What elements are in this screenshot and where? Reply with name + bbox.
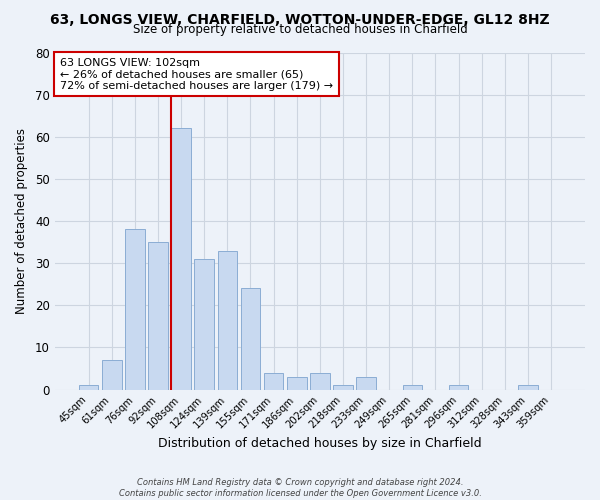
Bar — [125, 230, 145, 390]
Y-axis label: Number of detached properties: Number of detached properties — [15, 128, 28, 314]
Text: 63 LONGS VIEW: 102sqm
← 26% of detached houses are smaller (65)
72% of semi-deta: 63 LONGS VIEW: 102sqm ← 26% of detached … — [60, 58, 333, 91]
Bar — [79, 386, 98, 390]
Text: Contains HM Land Registry data © Crown copyright and database right 2024.
Contai: Contains HM Land Registry data © Crown c… — [119, 478, 481, 498]
Bar — [102, 360, 122, 390]
Bar — [333, 386, 353, 390]
Bar — [403, 386, 422, 390]
Bar — [356, 377, 376, 390]
Bar — [449, 386, 469, 390]
Text: Size of property relative to detached houses in Charfield: Size of property relative to detached ho… — [133, 22, 467, 36]
Bar — [241, 288, 260, 390]
Bar — [171, 128, 191, 390]
Bar — [148, 242, 168, 390]
Bar — [310, 372, 329, 390]
Bar — [264, 372, 283, 390]
Bar — [287, 377, 307, 390]
Bar — [218, 250, 237, 390]
X-axis label: Distribution of detached houses by size in Charfield: Distribution of detached houses by size … — [158, 437, 482, 450]
Bar — [518, 386, 538, 390]
Text: 63, LONGS VIEW, CHARFIELD, WOTTON-UNDER-EDGE, GL12 8HZ: 63, LONGS VIEW, CHARFIELD, WOTTON-UNDER-… — [50, 12, 550, 26]
Bar — [194, 259, 214, 390]
